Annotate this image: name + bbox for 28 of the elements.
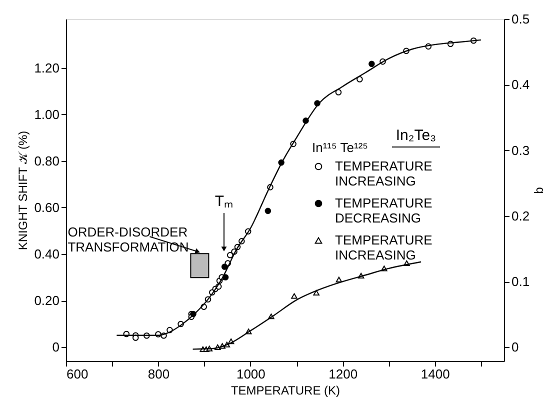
y-tick-label: 0.60 bbox=[34, 200, 60, 215]
legend-label: TEMPERATURE DECREASING bbox=[335, 196, 433, 226]
y-tick-label: 0 bbox=[52, 340, 60, 355]
x-axis-title: TEMPERATURE (K) bbox=[230, 384, 340, 398]
legend-label: TEMPERATURE INCREASING bbox=[335, 158, 433, 188]
y-axis-title: KNIGHT SHIFT 𝒦 (%) bbox=[16, 130, 30, 250]
legend-label: TEMPERATURE INCREASING bbox=[335, 232, 433, 262]
y-tick-label: 0.40 bbox=[34, 246, 60, 262]
y2-tick-label: 0 bbox=[512, 340, 519, 355]
y2-tick-label: 0.1 bbox=[512, 274, 530, 290]
annotation: ORDER-DISORDER TRANSFORMATION bbox=[68, 224, 189, 255]
x-tick-label: 1000 bbox=[236, 366, 266, 382]
y2-tick-label: 0.5 bbox=[512, 12, 530, 26]
y2-tick-label: 0.3 bbox=[512, 142, 530, 158]
x-tick-label: 1400 bbox=[420, 366, 450, 382]
y-tick-label: 1.00 bbox=[34, 106, 60, 122]
y-tick-label: 1.20 bbox=[34, 60, 60, 76]
x-tick-label: 600 bbox=[66, 366, 88, 382]
legend-title: In¹¹⁵ Te¹²⁵ bbox=[312, 140, 368, 155]
y-tick-label: 0.20 bbox=[34, 293, 60, 308]
annotation: In₂Te₃ bbox=[396, 127, 436, 144]
x-tick-label: 1200 bbox=[328, 366, 358, 382]
y2-tick-label: 0.2 bbox=[512, 208, 530, 224]
annotation: Tₘ bbox=[214, 193, 234, 210]
y2-tick-label: 0.4 bbox=[512, 77, 530, 92]
y2-axis-title: q bbox=[534, 187, 545, 194]
y-tick-label: 0.80 bbox=[34, 153, 60, 168]
x-tick-label: 800 bbox=[148, 366, 170, 382]
